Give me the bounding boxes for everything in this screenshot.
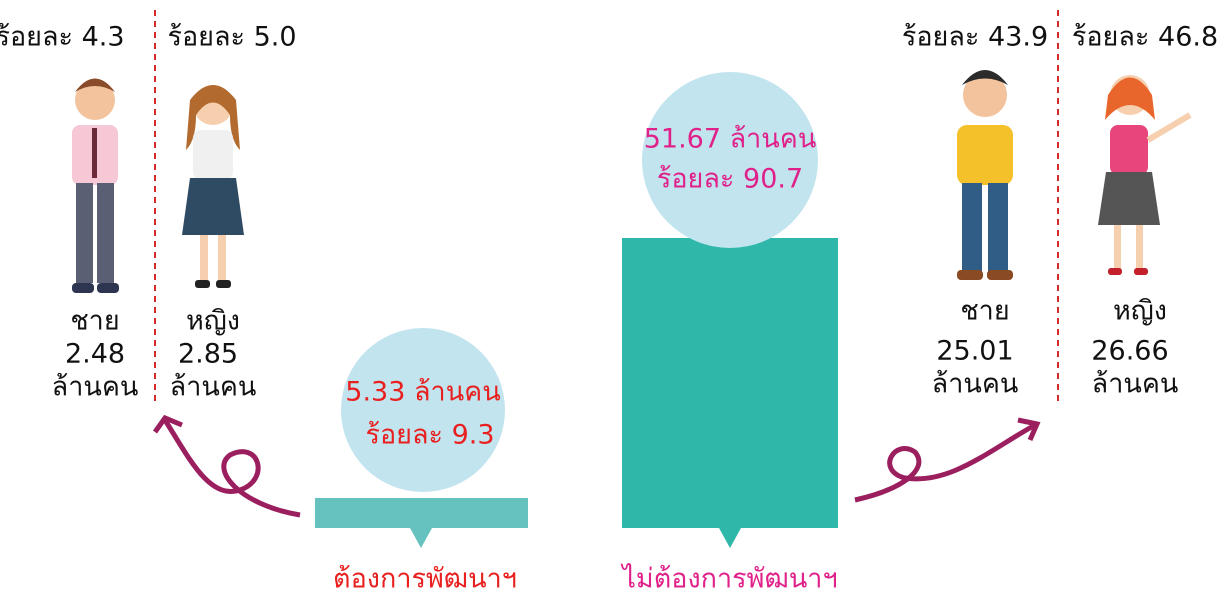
pointer (719, 528, 741, 548)
percent-total: ร้อยละ 9.3 (365, 420, 494, 451)
total-bubble (341, 328, 505, 492)
percent-label: ร้อยละ 4.3 (0, 22, 125, 53)
man-figure (957, 70, 1013, 280)
percent-label: ร้อยละ 46.8 (1072, 22, 1218, 53)
percent-label: ร้อยละ 43.9 (902, 22, 1048, 53)
unit-label: ล้านคน (932, 369, 1019, 400)
percent-total: ร้อยละ 90.7 (657, 164, 803, 195)
group-bar (315, 498, 528, 528)
count-label: 2.48 (65, 339, 125, 370)
man-figure (72, 79, 119, 294)
unit-label: ล้านคน (52, 372, 139, 403)
arrow (165, 420, 300, 515)
total-bubble (642, 72, 818, 248)
count-label: 25.01 (936, 336, 1013, 367)
unit-label: ล้านคน (170, 372, 257, 403)
count-label: 2.85 (178, 339, 238, 370)
gender-label: หญิง (1113, 296, 1167, 327)
unit-label: ล้านคน (1092, 369, 1179, 400)
pointer (410, 528, 432, 548)
group-label: ต้องการพัฒนาฯ (333, 564, 517, 595)
total-label: 51.67 ล้านคน (644, 124, 817, 155)
total-label: 5.33 ล้านคน (345, 377, 500, 408)
woman-figure (182, 85, 244, 288)
count-label: 26.66 (1091, 336, 1168, 367)
percent-label: ร้อยละ 5.0 (167, 22, 296, 53)
woman-figure (1098, 75, 1190, 275)
group-label: ไม่ต้องการพัฒนาฯ (620, 564, 837, 595)
infographic: ร้อยละ 4.3 ร้อยละ 5.0 ชาย 2.48 ล้านคน หญ… (0, 0, 1230, 598)
arrow (855, 425, 1035, 500)
gender-label: ชาย (960, 296, 1009, 327)
gender-label: ชาย (70, 306, 119, 337)
group-bar (622, 238, 838, 528)
gender-label: หญิง (186, 306, 240, 337)
